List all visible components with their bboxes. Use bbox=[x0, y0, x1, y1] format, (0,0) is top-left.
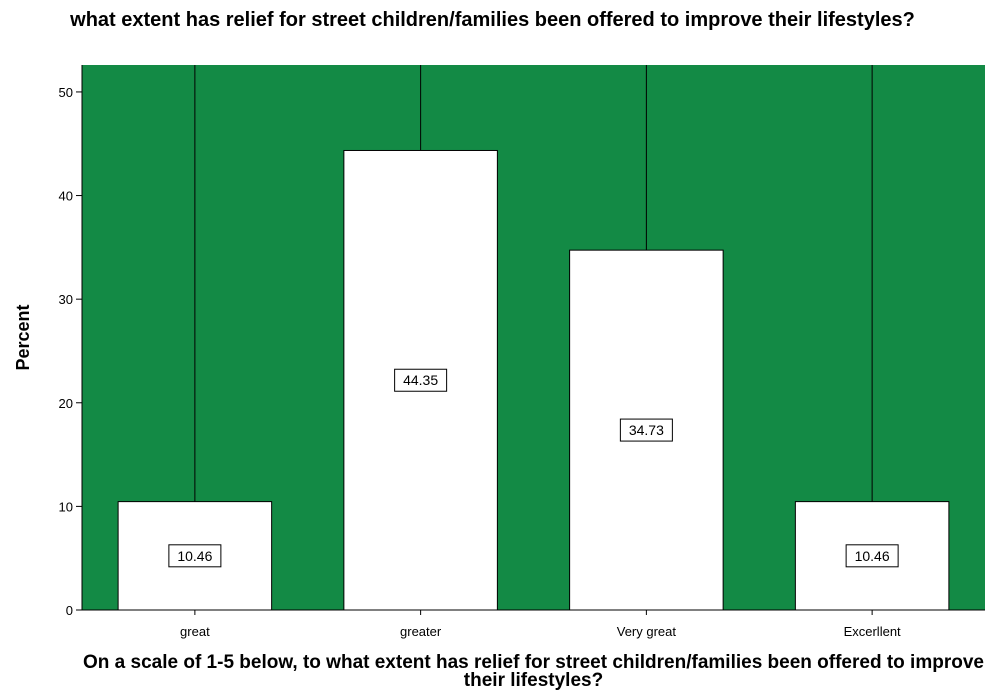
data-label-box bbox=[845, 544, 899, 568]
x-tick-label: great bbox=[180, 624, 210, 639]
x-tick-label: greater bbox=[400, 624, 442, 639]
x-tick-label: Excerllent bbox=[844, 624, 901, 639]
y-tick-label: 20 bbox=[59, 396, 73, 411]
x-tick-label: Very great bbox=[617, 624, 677, 639]
data-label: 44.35 bbox=[403, 372, 438, 388]
data-label: 10.46 bbox=[855, 548, 890, 564]
data-label: 10.46 bbox=[177, 548, 212, 564]
y-tick-label: 40 bbox=[59, 189, 73, 204]
data-label-box bbox=[168, 544, 222, 568]
y-axis-label: Percent bbox=[13, 304, 33, 370]
y-tick-label: 10 bbox=[59, 499, 73, 514]
x-axis-label: On a scale of 1-5 below, to what extent … bbox=[83, 652, 984, 691]
y-tick-label: 50 bbox=[59, 85, 73, 100]
data-label-box bbox=[619, 418, 673, 442]
y-tick-label: 0 bbox=[66, 603, 73, 618]
data-label-box bbox=[394, 368, 448, 392]
y-tick-label: 30 bbox=[59, 292, 73, 307]
data-label: 34.73 bbox=[629, 422, 664, 438]
chart-title: what extent has relief for street childr… bbox=[70, 9, 915, 31]
